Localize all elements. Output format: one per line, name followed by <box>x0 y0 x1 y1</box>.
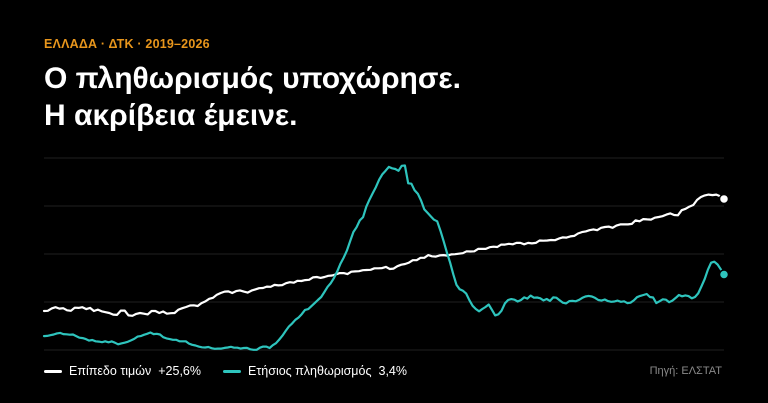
legend-item-price-level: Επίπεδο τιμών +25,6% <box>44 364 201 378</box>
end-marker-inflation <box>718 269 730 280</box>
series-line-inflation <box>42 164 726 351</box>
title-line-1: Ο πληθωρισμός υποχώρησε. <box>44 62 461 95</box>
title-line-2: Η ακρίβεια έμεινε. <box>44 99 298 132</box>
chart-lines <box>42 164 730 351</box>
legend-swatch-inflation <box>223 369 241 373</box>
chart-legend: Επίπεδο τιμών +25,6% Ετήσιος πληθωρισμός… <box>44 364 429 378</box>
legend-item-inflation: Ετήσιος πληθωρισμός 3,4% <box>223 364 407 378</box>
chart-kicker: ΕΛΛΑΔΑ · ΔΤΚ · 2019–2026 <box>44 37 210 51</box>
legend-value-price-level: +25,6% <box>158 364 201 378</box>
end-marker-price-level <box>718 193 730 205</box>
legend-value-inflation: 3,4% <box>378 364 408 378</box>
chart-grid <box>44 157 724 351</box>
legend-label-price-level: Επίπεδο τιμών <box>69 364 152 378</box>
legend-swatch-price-level <box>44 369 62 373</box>
chart-title: Ο πληθωρισμός υποχώρησε. Η ακρίβεια έμει… <box>44 60 744 134</box>
legend-label-inflation: Ετήσιος πληθωρισμός <box>248 364 372 378</box>
source-note: Πηγή: ΕΛΣΤΑΤ <box>649 365 722 377</box>
series-line-price-level <box>42 193 726 317</box>
